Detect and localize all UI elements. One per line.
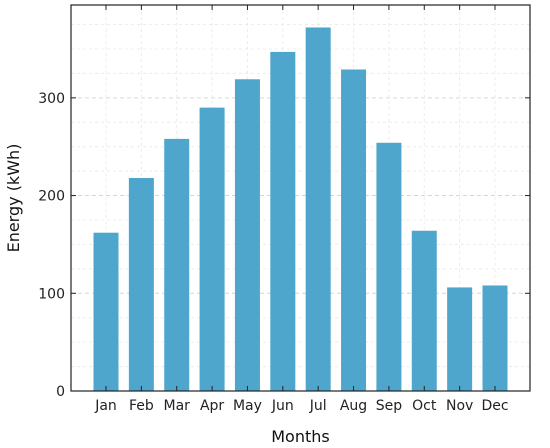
x-tick-label: Nov <box>446 398 473 414</box>
bar-sep <box>376 142 402 391</box>
bar-dec <box>482 285 508 391</box>
bar-mar <box>164 138 190 391</box>
x-tick-label: May <box>233 398 262 414</box>
bar-nov <box>447 287 473 391</box>
x-tick-label: Mar <box>164 398 191 414</box>
x-tick-label: Jan <box>94 398 117 414</box>
bar-oct <box>411 230 437 391</box>
x-tick-label: Jul <box>309 398 327 414</box>
y-tick-label: 300 <box>38 91 65 107</box>
x-tick-label: Aug <box>340 398 367 414</box>
bars <box>93 27 508 391</box>
y-axis-ticks: 0 100 200 300 <box>38 91 530 400</box>
x-axis-ticks: Jan Feb Mar Apr May Jun Jul Aug Sep Oct Nov Dec <box>94 5 509 414</box>
x-tick-label: Oct <box>412 398 437 414</box>
y-tick-label: 0 <box>56 384 65 400</box>
bar-may <box>234 79 260 391</box>
bar-jun <box>270 51 296 391</box>
x-tick-label: Dec <box>481 398 508 414</box>
x-tick-label: Feb <box>129 398 154 414</box>
bar-jul <box>305 27 331 391</box>
x-tick-label: Apr <box>200 398 224 414</box>
x-tick-label: Sep <box>376 398 403 414</box>
plot-frame <box>70 4 531 392</box>
bar-feb <box>128 177 154 391</box>
bar-aug <box>341 69 367 391</box>
x-axis-title: Months <box>271 427 329 446</box>
bar-apr <box>199 107 225 391</box>
y-axis-title: Energy (kWh) <box>4 144 23 253</box>
y-tick-label: 100 <box>38 286 65 302</box>
x-tick-label: Jun <box>271 398 294 414</box>
bar-jan <box>93 232 119 391</box>
y-tick-label: 200 <box>38 189 65 205</box>
